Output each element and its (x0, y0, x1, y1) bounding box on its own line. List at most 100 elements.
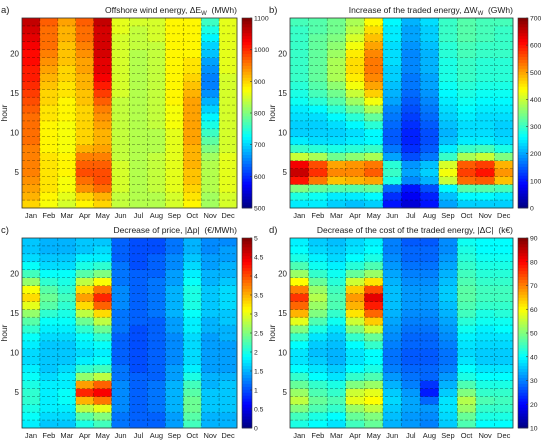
panel-2-cell (327, 33, 347, 43)
panel-3-cell (129, 388, 148, 397)
panel-3-cell (75, 348, 95, 358)
panel-3-cell (219, 245, 238, 255)
panel-1-cell (147, 33, 166, 43)
panel-2-cell (308, 105, 328, 114)
panel-1-cell (165, 136, 184, 146)
panel-4-colorbar-segment (518, 309, 528, 313)
panel-3-cell (93, 238, 112, 247)
panel-3-cell (93, 325, 112, 334)
panel-1-cell (75, 152, 95, 161)
panel-2-cell (382, 176, 402, 185)
panel-4-cell (420, 388, 440, 397)
panel-3-xtick-label: Sep (168, 431, 181, 440)
panel-3-cell (165, 333, 184, 342)
panel-1-colorbar-segment (242, 56, 252, 60)
panel-3-cell (93, 285, 112, 294)
panel-3-colorbar-segment (242, 327, 252, 331)
panel-1-colorbar-segment (242, 41, 252, 46)
panel-1-cell (39, 81, 59, 90)
panel-1-cell (22, 41, 41, 51)
panel-1-cell (129, 136, 148, 146)
panel-1-colorbar-segment (242, 68, 252, 72)
panel-2-cell (475, 192, 495, 201)
panel-3-colorbar-segment (242, 279, 252, 283)
panel-1-cell (147, 144, 166, 153)
panel-3-cell (147, 364, 166, 373)
panel-4-cell (457, 364, 477, 373)
panel-1-colorbar-segment (242, 130, 252, 135)
panel-1-cell (75, 144, 95, 153)
panel-2-cell (494, 144, 514, 153)
panel-4-cell (290, 277, 309, 286)
panel-2-cell (420, 144, 440, 153)
panel-1-cell (201, 192, 220, 201)
panel-4-cell (494, 420, 514, 429)
panel-2-cell (364, 18, 384, 27)
panel-2-cell (401, 168, 421, 177)
panel-2-cell (364, 89, 384, 98)
panel-1-cell (147, 97, 166, 106)
panel-3-ytick-label: 10 (10, 349, 19, 358)
panel-2-colorbar-segment (518, 142, 528, 147)
panel-4-cell (308, 396, 328, 405)
panel-4-colorbar-segment (518, 255, 528, 260)
panel-1-cell (75, 33, 95, 43)
panel-4-cell (308, 372, 328, 381)
panel-2-cell (290, 81, 309, 90)
panel-2-cell (327, 57, 347, 66)
panel-2-cell (327, 25, 347, 35)
panel-2-colorbar-segment (518, 184, 528, 188)
panel-2-cell (420, 97, 440, 106)
panel-1-cell (22, 33, 41, 43)
panel-2-cell (494, 18, 514, 27)
panel-3-xtick-label: Dec (221, 431, 235, 440)
panel-4-cell (457, 301, 477, 310)
panel-4-cell (401, 277, 421, 286)
panel-4-cell (475, 388, 495, 397)
panel-2-cell (327, 65, 347, 74)
panel-3-cell (39, 396, 59, 405)
panel-1-colorbar-segment (242, 77, 252, 81)
panel-2-colorbar-tick-label: 400 (530, 97, 542, 104)
panel-1-cell (57, 168, 77, 177)
panel-4-cell (420, 356, 440, 366)
panel-4-cell (457, 372, 477, 381)
panel-3-cell (39, 285, 59, 294)
panel-2-cell (457, 144, 477, 153)
panel-3-cell (183, 301, 202, 310)
panel-4-cell (438, 396, 458, 405)
panel-4-colorbar-segment (518, 300, 528, 304)
panel-4-cell (494, 364, 514, 373)
panel-1-colorbar-segment (242, 86, 252, 90)
panel-3-colorbar-segment (242, 368, 252, 372)
panel-1-cell (165, 144, 184, 153)
panel-3-cell (39, 348, 59, 358)
panel-2-cell (327, 184, 347, 193)
panel-4-colorbar-segment (518, 321, 528, 325)
panel-4-cell (382, 245, 402, 255)
panel-2-cell (345, 176, 365, 185)
panel-4-colorbar-segment (518, 413, 528, 417)
panel-1-cell (57, 41, 77, 51)
panel-3-ylabel: hour (0, 324, 9, 341)
panel-4-cell (420, 396, 440, 405)
panel-4-colorbar-segment (518, 374, 528, 378)
panel-4-ytick-label: 10 (278, 349, 287, 358)
panel-3-cell (201, 333, 220, 342)
panel-1-cell (129, 49, 148, 58)
panel-1-cell (219, 18, 238, 27)
panel-2-cell (290, 136, 309, 146)
panel-4-cell (327, 333, 347, 342)
panel-2-cell (308, 128, 328, 138)
panel-1-cell (165, 113, 184, 122)
panel-3-cell (75, 245, 95, 255)
panel-3-cell (201, 245, 220, 255)
panel-1-cell (93, 128, 112, 138)
panel-1-cell (75, 49, 95, 58)
panel-3: Jan Feb Mar Apr May Jun Jul Aug Sep Oct Nov Dec5101… (0, 225, 264, 440)
panel-3-cell (201, 253, 220, 263)
panel-4-colorbar-segment (518, 353, 528, 358)
panel-3-cell (183, 309, 202, 318)
panel-4-cell (290, 372, 309, 381)
panel-3-cell (57, 356, 77, 366)
